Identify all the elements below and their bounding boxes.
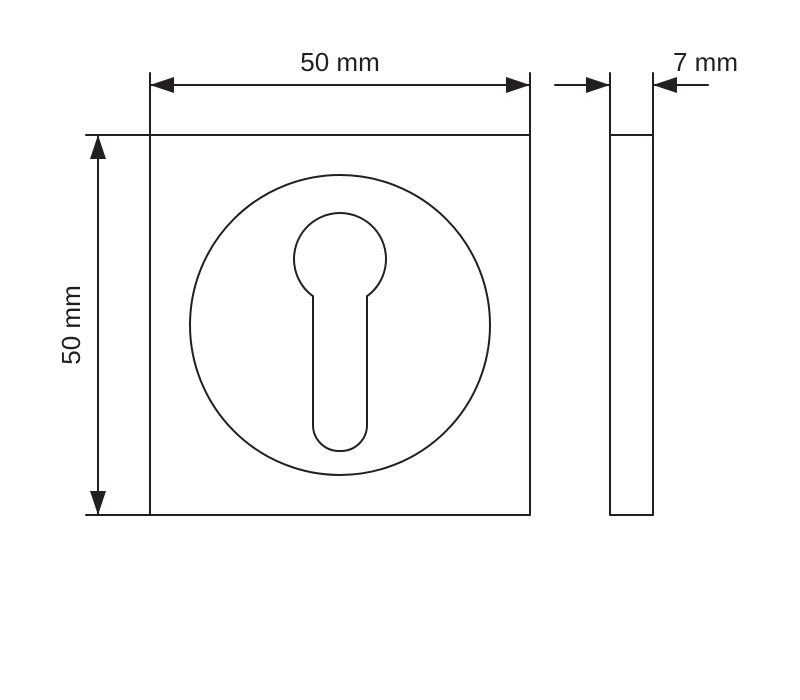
keyhole-outline — [294, 213, 386, 451]
dim-arrowhead — [653, 77, 677, 93]
technical-drawing: 50 mm 7 mm 50 mm — [0, 0, 800, 700]
dimension-label: 50 mm — [56, 285, 86, 364]
front-circle-groove — [190, 175, 490, 475]
side-plate-outline — [610, 135, 653, 515]
dim-arrowhead — [506, 77, 530, 93]
dim-arrowhead — [90, 135, 106, 159]
dimension-label: 7 mm — [673, 47, 738, 77]
dimension-label: 50 mm — [300, 47, 379, 77]
dim-arrowhead — [90, 491, 106, 515]
front-plate-outline — [150, 135, 530, 515]
dim-arrowhead — [150, 77, 174, 93]
dim-arrowhead — [586, 77, 610, 93]
